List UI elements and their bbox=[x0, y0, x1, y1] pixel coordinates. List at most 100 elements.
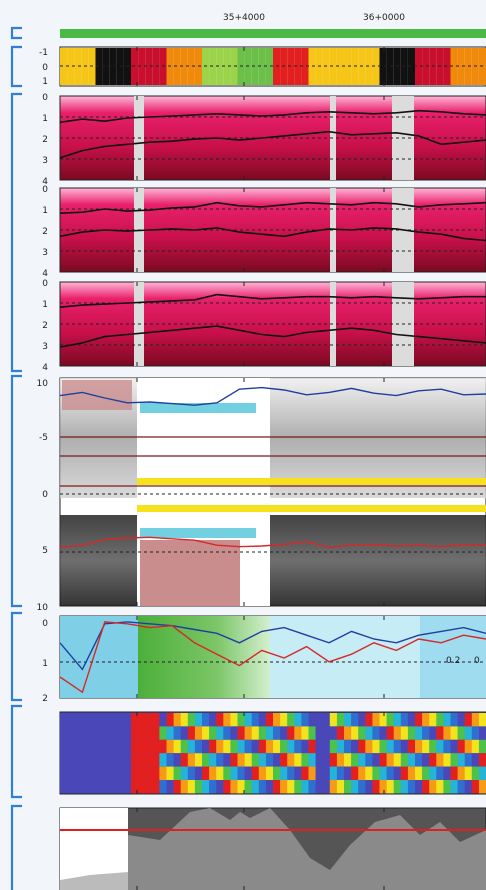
spectral-cell bbox=[152, 726, 160, 740]
panel-brackets bbox=[10, 26, 22, 890]
spectral-cell bbox=[209, 766, 217, 780]
profile-yellow-band-1 bbox=[137, 478, 486, 485]
spectral-cell bbox=[88, 753, 96, 767]
spectral-cell bbox=[109, 726, 118, 740]
spectral-cell bbox=[216, 726, 224, 740]
spectral-cell bbox=[216, 713, 224, 727]
spectral-cell bbox=[393, 780, 402, 794]
spectral-cell bbox=[230, 713, 238, 727]
spectral-cell bbox=[336, 713, 345, 727]
spectral-cell bbox=[344, 766, 352, 780]
spectral-cell bbox=[386, 713, 394, 727]
profile-cyan-marker-1 bbox=[140, 403, 256, 413]
spectral-cell bbox=[308, 739, 316, 754]
spectral-cell bbox=[102, 766, 110, 780]
spectral-cell bbox=[329, 780, 338, 794]
spectral-cell bbox=[209, 726, 217, 740]
moisture-series-line bbox=[59, 621, 486, 694]
spectral-cell bbox=[301, 753, 309, 767]
radar-ytick: 3 bbox=[42, 342, 48, 352]
spectral-cell bbox=[287, 726, 295, 740]
spectral-cell bbox=[166, 726, 174, 740]
spectral-cell bbox=[443, 753, 451, 767]
spectral-cell bbox=[280, 753, 288, 767]
spectral-cell bbox=[187, 766, 196, 780]
quality-cell bbox=[173, 48, 181, 85]
spectral-cell bbox=[450, 753, 458, 767]
spectral-cell bbox=[60, 713, 68, 727]
spectral-cell bbox=[123, 753, 132, 767]
spectral-cell bbox=[74, 753, 82, 767]
spectral-cell bbox=[88, 726, 96, 740]
spectral-cell bbox=[81, 739, 89, 754]
spectral-cell bbox=[131, 766, 139, 780]
radar-ytick: 4 bbox=[42, 269, 48, 279]
quality-cell bbox=[60, 48, 68, 85]
quality-cell bbox=[152, 48, 160, 85]
spectral-cell bbox=[166, 780, 174, 794]
spectral-cell bbox=[400, 739, 409, 754]
spectral-cell bbox=[173, 713, 181, 727]
spectral-cell bbox=[280, 726, 288, 740]
spectral-cell bbox=[180, 766, 189, 780]
spectral-cell bbox=[173, 726, 181, 740]
quality-cell bbox=[457, 48, 465, 85]
spectral-cell bbox=[358, 753, 366, 767]
spectral-cell bbox=[478, 766, 486, 780]
spectral-cell bbox=[393, 753, 402, 767]
quality-cell bbox=[294, 48, 302, 85]
spectral-cell bbox=[159, 766, 167, 780]
spectral-cell bbox=[159, 726, 167, 740]
spectral-cell bbox=[308, 713, 316, 727]
spectral-cell bbox=[74, 780, 82, 794]
quality-cell bbox=[187, 48, 195, 85]
quality-cell bbox=[407, 48, 415, 85]
spectral-cell bbox=[251, 713, 260, 727]
spectral-cell bbox=[116, 766, 125, 780]
spectral-cell bbox=[379, 726, 387, 740]
bracket-ground bbox=[10, 804, 22, 890]
quality-cell bbox=[109, 48, 117, 85]
spectral-cell bbox=[202, 766, 210, 780]
spectral-cell bbox=[88, 739, 96, 754]
station-axis: 35+4000 36+0000 bbox=[60, 13, 486, 38]
spectral-cell bbox=[336, 726, 345, 740]
spectral-cell bbox=[237, 780, 245, 794]
spectral-cell bbox=[116, 713, 125, 727]
spectral-cell bbox=[301, 726, 309, 740]
spectral-cell bbox=[109, 713, 118, 727]
spectral-cell bbox=[123, 726, 132, 740]
spectral-cell bbox=[457, 713, 465, 727]
spectral-cell bbox=[265, 713, 274, 727]
spectral-cell bbox=[351, 739, 359, 754]
spectral-cell bbox=[344, 726, 352, 740]
spectral-cell bbox=[429, 726, 437, 740]
spectral-cell bbox=[344, 713, 352, 727]
quality-cell bbox=[372, 48, 380, 85]
spectral-cell bbox=[322, 780, 331, 794]
spectral-cell bbox=[230, 739, 238, 754]
spectral-cell bbox=[436, 753, 444, 767]
quality-cell bbox=[67, 48, 75, 85]
spectral-cell bbox=[443, 766, 451, 780]
spectral-cell bbox=[145, 713, 153, 727]
profile-pink-lower bbox=[140, 540, 240, 606]
spectral-cell bbox=[379, 713, 387, 727]
spectral-cell bbox=[152, 766, 160, 780]
spectral-cell bbox=[294, 780, 302, 794]
spectral-cell bbox=[429, 753, 437, 767]
spectral-cell bbox=[223, 739, 231, 754]
spectral-cell bbox=[365, 739, 373, 754]
spectral-cell bbox=[301, 713, 309, 727]
spectral-cell bbox=[329, 753, 338, 767]
spectral-cell bbox=[351, 753, 359, 767]
spectral-cell bbox=[109, 753, 118, 767]
spectral-cell bbox=[372, 766, 380, 780]
vertical-ticks bbox=[136, 47, 385, 890]
radar-ytick: 2 bbox=[42, 135, 48, 145]
spectral-cell bbox=[223, 726, 231, 740]
spectral-cell bbox=[400, 753, 409, 767]
spectral-cell bbox=[95, 753, 103, 767]
spectral-cell bbox=[358, 780, 366, 794]
quality-cell bbox=[258, 48, 266, 85]
